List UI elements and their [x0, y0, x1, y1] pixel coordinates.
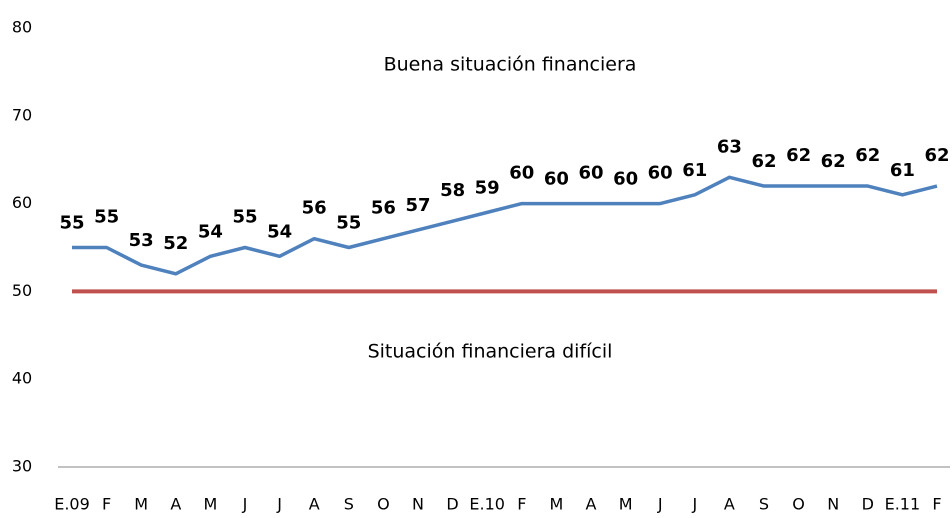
data-label: 52: [163, 233, 188, 254]
data-label: 61: [890, 160, 915, 181]
series-line: [72, 175, 938, 276]
data-label: 55: [232, 207, 257, 228]
data-label: 63: [717, 136, 742, 157]
data-label: 55: [336, 213, 361, 234]
annotation: Situación financiera difícil: [368, 341, 613, 363]
x-tick-label: A: [724, 495, 735, 514]
x-tick-label: J: [242, 495, 248, 514]
x-tick-label: E.10: [469, 495, 505, 514]
data-label: 60: [648, 163, 673, 184]
data-label: 62: [855, 145, 880, 166]
x-tick-label: M: [549, 495, 563, 514]
x-tick-label: E.09: [54, 495, 90, 514]
data-label: 62: [821, 151, 846, 172]
x-tick-label: F: [932, 495, 941, 514]
x-tick-label: J: [657, 495, 663, 514]
x-tick-label: O: [377, 495, 390, 514]
data-label: 62: [786, 145, 811, 166]
x-tick-label: A: [309, 495, 320, 514]
x-tick-label: N: [827, 495, 839, 514]
data-label: 62: [751, 151, 776, 172]
x-tick-label: J: [276, 495, 282, 514]
x-tick-label: F: [102, 495, 111, 514]
data-label: 57: [405, 195, 430, 216]
x-tick-label: M: [203, 495, 217, 514]
data-label: 62: [924, 145, 949, 166]
data-label: 54: [198, 221, 223, 242]
data-label: 60: [578, 163, 603, 184]
x-tick-label: M: [619, 495, 633, 514]
x-tick-label: A: [586, 495, 597, 514]
data-label: 60: [613, 169, 638, 190]
data-label: 60: [509, 163, 534, 184]
data-label: 53: [129, 230, 154, 251]
x-tick-label: D: [446, 495, 458, 514]
y-tick-label: 70: [12, 105, 32, 124]
y-tick-label: 60: [12, 193, 32, 212]
data-label: 56: [302, 198, 327, 219]
data-label: 58: [440, 180, 465, 201]
data-label: 60: [544, 169, 569, 190]
y-tick-label: 30: [12, 457, 32, 476]
x-tick-label: N: [412, 495, 424, 514]
y-tick-label: 80: [12, 18, 32, 37]
x-tick-label: E.11: [885, 495, 921, 514]
annotation: Buena situación financiera: [384, 54, 637, 76]
data-label: 61: [682, 160, 707, 181]
x-tick-label: S: [759, 495, 769, 514]
x-tick-label: J: [691, 495, 697, 514]
y-tick-label: 50: [12, 281, 32, 300]
x-tick-label: F: [517, 495, 526, 514]
data-label: 54: [267, 221, 292, 242]
y-tick-label: 40: [12, 369, 32, 388]
data-label: 59: [475, 177, 500, 198]
data-label: 55: [59, 213, 84, 234]
x-tick-label: S: [344, 495, 354, 514]
data-label: 56: [371, 198, 396, 219]
x-tick-label: D: [862, 495, 874, 514]
x-tick-label: O: [792, 495, 805, 514]
x-tick-label: A: [170, 495, 181, 514]
x-tick-label: M: [134, 495, 148, 514]
data-label: 55: [94, 207, 119, 228]
